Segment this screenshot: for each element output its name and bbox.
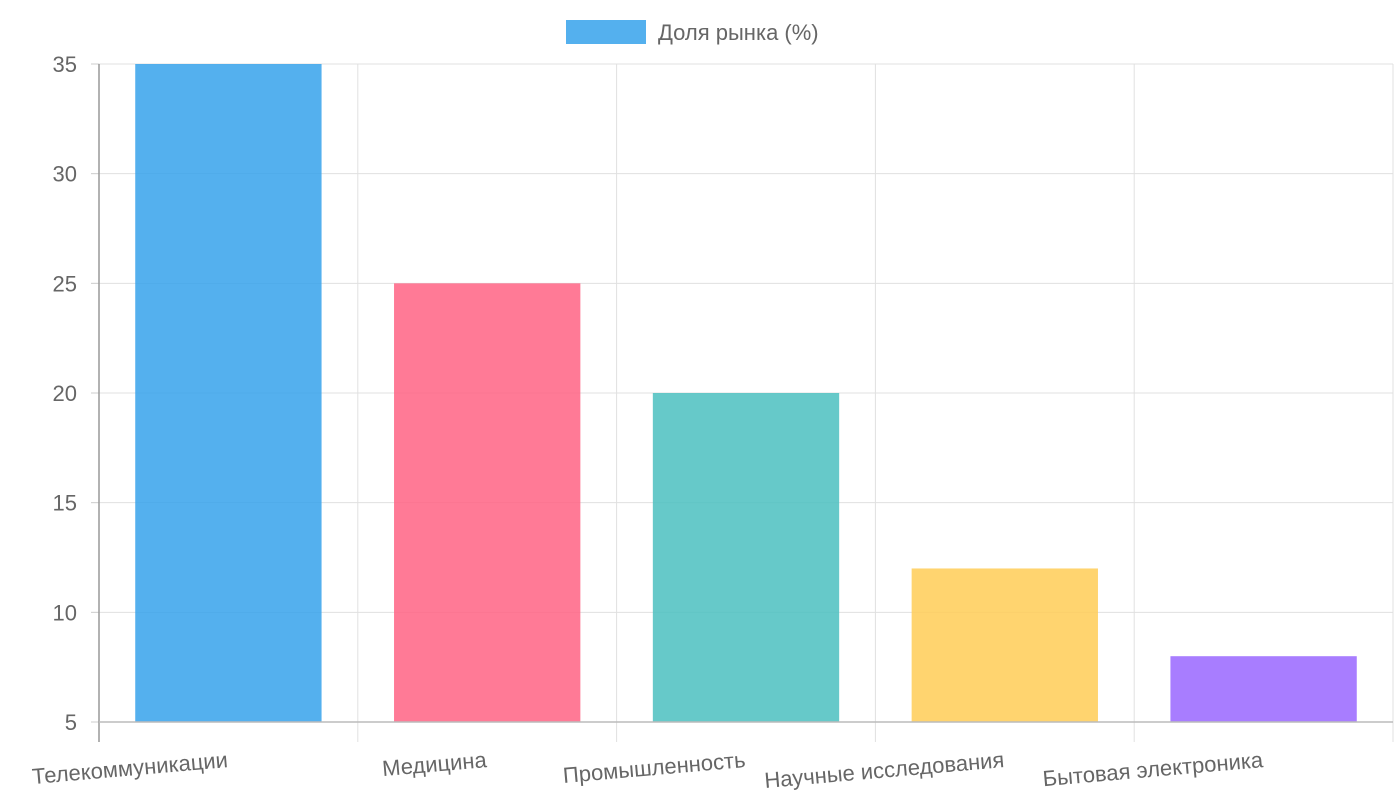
bar[interactable] <box>1170 656 1357 722</box>
bar[interactable] <box>135 64 322 722</box>
y-tick-label: 5 <box>65 710 77 735</box>
x-category-label: Промышленность <box>562 747 746 788</box>
y-tick-label: 20 <box>53 381 77 406</box>
x-category-label: Телекоммуникации <box>31 747 229 789</box>
legend[interactable]: Доля рынка (%) <box>566 20 819 45</box>
legend-swatch[interactable] <box>566 20 646 44</box>
y-tick-label: 30 <box>53 162 77 187</box>
bar[interactable] <box>911 568 1098 722</box>
bar[interactable] <box>652 393 840 722</box>
axes <box>91 63 1393 742</box>
x-category-label: Научные исследования <box>763 747 1005 793</box>
legend-label[interactable]: Доля рынка (%) <box>658 20 819 45</box>
y-tick-label: 25 <box>53 271 77 296</box>
y-tick-label: 15 <box>53 491 77 516</box>
x-category-label: Медицина <box>381 747 488 781</box>
bars <box>135 64 1357 722</box>
y-tick-label: 35 <box>53 52 77 77</box>
x-category-labels: Телекоммуникации Медицина Промышленность На… <box>31 747 1265 793</box>
y-tick-labels: 5 10 15 20 25 30 35 <box>53 52 77 735</box>
x-category-label: Бытовая электроника <box>1042 747 1265 791</box>
bar[interactable] <box>394 283 581 722</box>
y-tick-label: 10 <box>53 600 77 625</box>
